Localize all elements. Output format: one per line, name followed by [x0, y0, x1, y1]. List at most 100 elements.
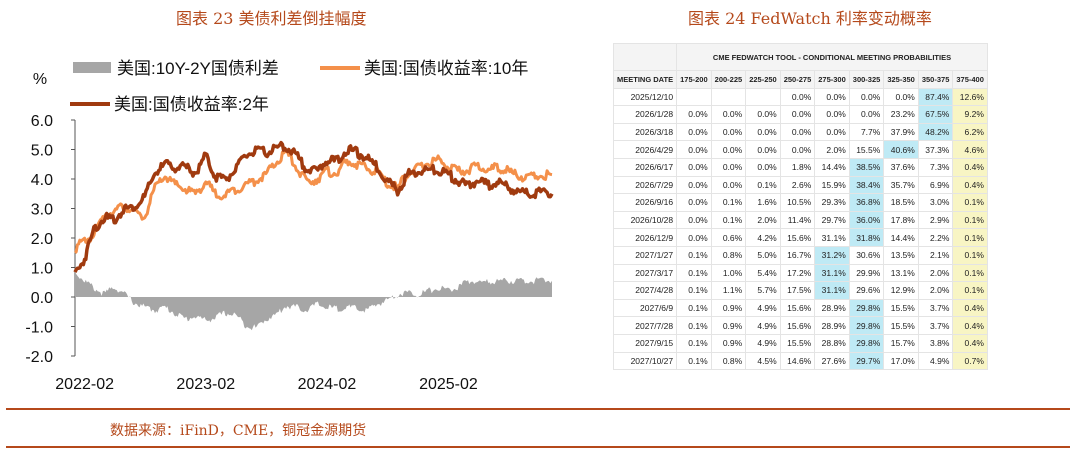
- table-cell: 0.1%: [710, 210, 747, 230]
- table-tool-title: CME FEDWATCH TOOL - CONDITIONAL MEETING …: [676, 43, 988, 71]
- table-cell: 38.4%: [848, 175, 885, 195]
- table-cell: 0.0%: [710, 122, 747, 142]
- table-cell: 0.0%: [779, 122, 816, 142]
- table-cell: 0.0%: [676, 228, 712, 247]
- table-date-cell: 2026/6/17: [612, 157, 678, 177]
- table-cell: 12.6%: [952, 87, 988, 107]
- table-date-header: MEETING DATE: [612, 70, 678, 89]
- table-cell: [745, 87, 781, 107]
- table-cell: 0.0%: [883, 87, 919, 107]
- table-cell: 17.2%: [779, 263, 816, 283]
- table-cell: 15.5%: [883, 316, 919, 335]
- table-cell: 2.2%: [917, 228, 954, 247]
- table-cell: 3.7%: [917, 298, 954, 318]
- table-cell: 0.0%: [710, 140, 747, 159]
- table-row: 2027/9/15 0.1% 0.9% 4.9% 15.5% 28.8% 29.8% 15.7…: [612, 333, 988, 353]
- table-cell: 0.0%: [779, 105, 816, 124]
- table-date-cell: 2026/1/28: [612, 105, 678, 124]
- y-tick-label: 5.0: [31, 143, 53, 160]
- table-cell: 5.4%: [745, 263, 781, 283]
- table-cell: 15.6%: [779, 298, 816, 318]
- table-cell: 31.1%: [814, 228, 850, 247]
- table-cell: 13.5%: [883, 245, 919, 265]
- table-cell: 0.1%: [676, 245, 712, 265]
- table-cell: 1.8%: [779, 157, 816, 177]
- table-cell: 7.7%: [848, 122, 885, 142]
- table-cell: 87.4%: [917, 87, 954, 107]
- table-row: 2027/4/28 0.1% 1.1% 5.7% 17.5% 31.1% 29.6% 12.9…: [612, 281, 988, 300]
- table-cell: 0.1%: [676, 351, 712, 371]
- table-cell: 35.7%: [883, 175, 919, 195]
- table-cell: 0.0%: [779, 87, 816, 107]
- table-cell: 4.2%: [745, 228, 781, 247]
- table-cell: 0.0%: [676, 175, 712, 195]
- legend-swatch-spread: [73, 62, 111, 73]
- table-cell: 4.9%: [745, 298, 781, 318]
- table-cell: 3.0%: [917, 193, 954, 212]
- table-cell: 5.0%: [745, 245, 781, 265]
- table-cell: 0.6%: [710, 228, 747, 247]
- table-cell: 17.5%: [779, 281, 816, 300]
- table-cell: 0.0%: [745, 105, 781, 124]
- table-cell: 11.4%: [779, 210, 816, 230]
- table-cell: 29.8%: [848, 333, 885, 353]
- table-cell: 0.0%: [814, 105, 850, 124]
- table-cell: 1.6%: [745, 193, 781, 212]
- series-spread-area: [75, 271, 552, 331]
- x-tick-label: 2025-02: [419, 376, 478, 393]
- table-cell: 38.5%: [848, 157, 885, 177]
- table-cell: 29.6%: [848, 281, 885, 300]
- table-cell: 15.7%: [883, 333, 919, 353]
- table-cell: 30.6%: [848, 245, 885, 265]
- x-tick-label: 2023-02: [176, 376, 235, 393]
- table-cell: 15.6%: [779, 316, 816, 335]
- y-tick-label: 0.0: [31, 290, 53, 307]
- table-date-cell: 2026/10/28: [612, 210, 678, 230]
- yield-spread-chart: 6.0 5.0 4.0 3.0 2.0 1.0 0.0 -1.0 -2.0% 2022-02 202…: [25, 59, 554, 393]
- table-cell: 29.7%: [848, 351, 885, 371]
- table-cell: 0.4%: [952, 333, 988, 353]
- table-cell: 12.9%: [883, 281, 919, 300]
- table-cell: 0.1%: [676, 316, 712, 335]
- table-cell: 0.4%: [952, 175, 988, 195]
- table-column-header: 275-300: [814, 70, 850, 89]
- table-cell: 37.6%: [883, 157, 919, 177]
- table-cell: 0.1%: [676, 263, 712, 283]
- table-cell: 3.8%: [917, 333, 954, 353]
- table-cell: 31.1%: [814, 263, 850, 283]
- table-date-cell: 2027/4/28: [612, 281, 678, 300]
- y-tick-label: -1.0: [25, 320, 53, 337]
- table-cell: 0.8%: [710, 351, 747, 371]
- table-cell: 3.7%: [917, 316, 954, 335]
- table-cell: 14.6%: [779, 351, 816, 371]
- source-note: 数据来源：iFinD，CME，铜冠金源期货: [110, 423, 367, 439]
- table-cell: 0.0%: [745, 140, 781, 159]
- table-date-cell: 2027/6/9: [612, 298, 678, 318]
- table-cell: 6.2%: [952, 122, 988, 142]
- table-cell: [676, 87, 712, 107]
- table-cell: 48.2%: [917, 122, 954, 142]
- table-cell: 0.0%: [814, 122, 850, 142]
- right-figure-title: 图表 24 FedWatch 利率变动概率: [688, 9, 932, 28]
- table-cell: 0.1%: [952, 263, 988, 283]
- legend-label-y2: 美国:国债收益率:2年: [114, 95, 269, 114]
- table-cell: 13.1%: [883, 263, 919, 283]
- y-tick-label: 1.0: [31, 261, 53, 278]
- table-cell: 0.0%: [676, 105, 712, 124]
- table-cell: 0.0%: [710, 105, 747, 124]
- table-cell: 29.3%: [814, 193, 850, 212]
- table-cell: 29.8%: [848, 298, 885, 318]
- table-cell: 0.8%: [710, 245, 747, 265]
- table-cell: 0.1%: [745, 175, 781, 195]
- table-cell: 0.4%: [952, 316, 988, 335]
- table-column-header: 300-325: [848, 70, 885, 89]
- table-cell: 31.2%: [814, 245, 850, 265]
- table-cell: 36.0%: [848, 210, 885, 230]
- divider-bottom: [6, 446, 1070, 448]
- table-cell: 15.5%: [848, 140, 885, 159]
- table-cell: 67.5%: [917, 105, 954, 124]
- table-column-header: 350-375: [917, 70, 954, 89]
- table-cell: 28.9%: [814, 298, 850, 318]
- table-date-cell: 2027/3/17: [612, 263, 678, 283]
- table-cell: 0.4%: [952, 298, 988, 318]
